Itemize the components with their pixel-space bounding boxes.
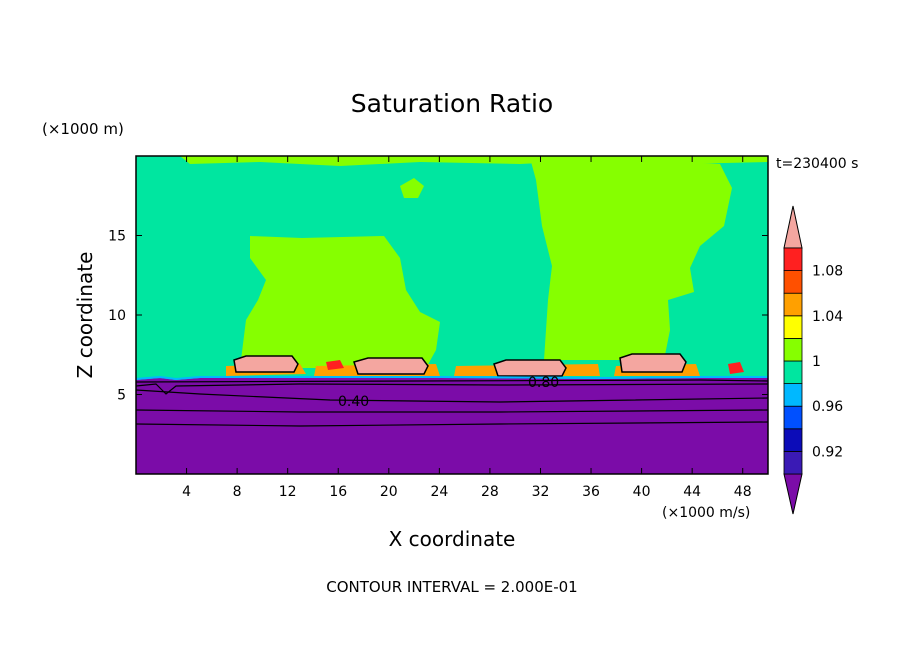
contour-interval-footer: CONTOUR INTERVAL = 2.000E-01 bbox=[326, 578, 577, 596]
y-tick-label: 5 bbox=[117, 388, 126, 404]
colorbar-label: 1.04 bbox=[812, 309, 843, 325]
x-tick-label: 36 bbox=[582, 484, 600, 500]
x-tick-label: 40 bbox=[633, 484, 651, 500]
contour-label-high: 0.80 bbox=[528, 375, 559, 391]
x-unit-label: (×1000 m/s) bbox=[662, 505, 750, 521]
colorbar-bin bbox=[783, 360, 803, 385]
cloud-region-right bbox=[530, 158, 732, 360]
x-tick-label: 24 bbox=[430, 484, 448, 500]
colorbar-bin bbox=[783, 292, 803, 317]
contour-label-low: 0.40 bbox=[338, 394, 369, 410]
time-label: t=230400 s bbox=[776, 156, 858, 172]
colorbar-label: 1.08 bbox=[812, 264, 843, 280]
colorbar-label: 0.96 bbox=[812, 399, 843, 415]
lower-layer bbox=[136, 378, 768, 474]
x-tick-label: 32 bbox=[532, 484, 550, 500]
cloud-blob-small bbox=[400, 178, 424, 198]
colorbar: 0.92 0.96 1 1.04 1.08 bbox=[783, 205, 843, 515]
cloud-region-left bbox=[240, 236, 440, 368]
colorbar-label: 0.92 bbox=[812, 444, 843, 460]
x-tick-label: 48 bbox=[734, 484, 752, 500]
patch-red-dot-2 bbox=[728, 362, 744, 374]
y-tick-label: 10 bbox=[108, 308, 126, 324]
patch-pink-4 bbox=[619, 353, 687, 373]
colorbar-bin bbox=[783, 270, 803, 294]
colorbar-cap-high bbox=[783, 205, 803, 249]
colorbar-bin bbox=[783, 450, 803, 475]
colorbar-bin bbox=[783, 428, 803, 452]
colorbar-bin bbox=[783, 247, 803, 272]
y-unit-label: (×1000 m) bbox=[42, 120, 124, 138]
colorbar-cap-low bbox=[783, 473, 803, 515]
contour-lines bbox=[135, 379, 769, 427]
colorbar-bin bbox=[783, 337, 803, 362]
patch-pink-1 bbox=[233, 355, 299, 373]
x-tick-label: 28 bbox=[481, 484, 499, 500]
patch-red-dot-1 bbox=[326, 360, 344, 370]
colorbar-bin bbox=[783, 405, 803, 430]
y-axis-label: Z coordinate bbox=[73, 252, 97, 379]
lower-layer-cyan-edge bbox=[135, 375, 768, 381]
plot-area: 0.40 0.80 bbox=[135, 155, 769, 475]
patch-pink-2 bbox=[353, 357, 429, 375]
x-axis-label: X coordinate bbox=[389, 527, 516, 551]
colorbar-label: 1 bbox=[812, 354, 821, 370]
x-tick-label: 44 bbox=[683, 484, 701, 500]
x-axis-ticks: 4 8 12 16 20 24 28 32 36 40 44 48 bbox=[182, 156, 752, 500]
x-tick-label: 8 bbox=[233, 484, 242, 500]
y-axis-ticks: 5 10 15 bbox=[108, 229, 768, 404]
x-tick-label: 20 bbox=[380, 484, 398, 500]
x-tick-label: 16 bbox=[329, 484, 347, 500]
colorbar-bin bbox=[783, 383, 803, 407]
cloud-region-top-band bbox=[180, 156, 768, 166]
x-tick-label: 4 bbox=[182, 484, 191, 500]
x-tick-label: 12 bbox=[279, 484, 297, 500]
patch-pink-3 bbox=[493, 359, 567, 377]
supersaturated-patches bbox=[226, 353, 744, 377]
y-tick-label: 15 bbox=[108, 229, 126, 245]
colorbar-bin bbox=[783, 315, 803, 339]
chart-title: Saturation Ratio bbox=[351, 89, 553, 118]
